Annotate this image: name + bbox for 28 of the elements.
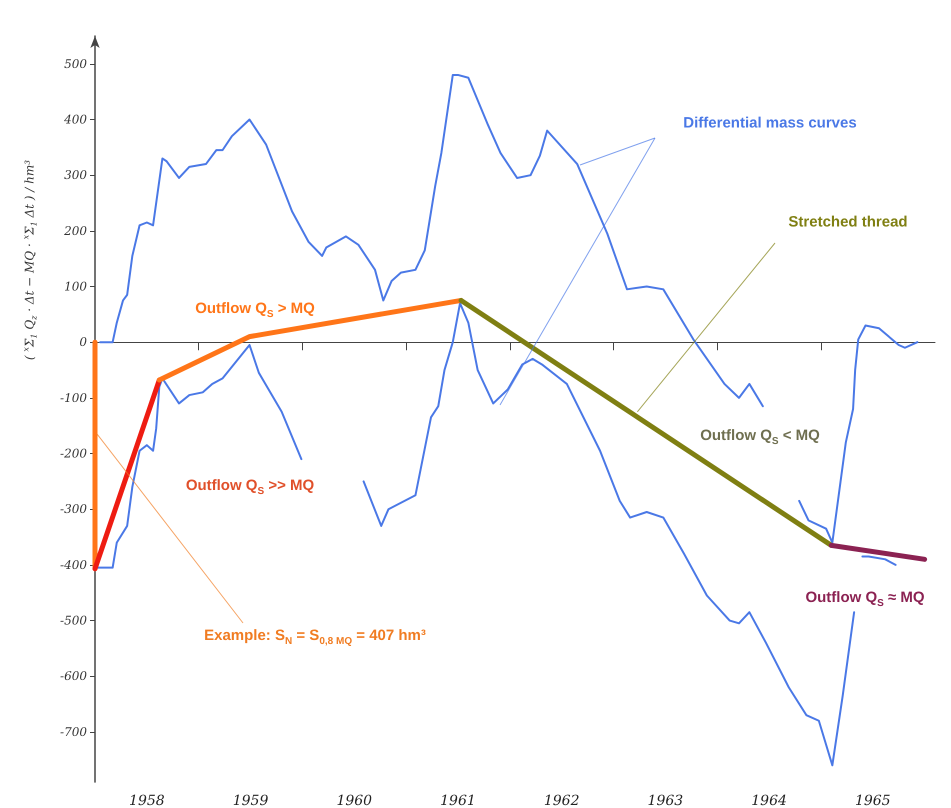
y-tick-label: -200	[60, 446, 88, 461]
y-tick-label: 500	[64, 56, 88, 71]
x-tick-label: 1960	[336, 793, 372, 808]
y-tick-label: 0	[79, 335, 88, 350]
annotation: Stretched thread	[788, 214, 908, 230]
annotation: Differential mass curves	[683, 114, 857, 132]
y-tick-label: -600	[60, 669, 88, 684]
x-tick-label: 1961	[440, 793, 476, 808]
y-tick-label: 300	[64, 168, 88, 182]
annotation: Outflow Q$_{S}$ > MQ	[195, 300, 315, 320]
x-tick-label: 1959	[232, 793, 268, 808]
annotation: Outflow Q$_{S}$ >> MQ	[186, 477, 314, 497]
y-tick-label: -300	[60, 502, 88, 516]
annotation: Outflow Q$_{S}$ < MQ	[700, 427, 820, 447]
annotation: Example: S$_{N}$ = S$_{0,8 MQ}$ = 407 hm³	[204, 627, 426, 647]
x-tick-label: 1963	[648, 793, 684, 808]
x-tick-label: 1958	[129, 793, 165, 808]
annotation: Outflow Q$_{S}$ ≈ MQ	[805, 589, 925, 609]
y-tick-label: -500	[60, 614, 88, 628]
y-tick-label: -700	[60, 724, 88, 739]
x-tick-label: 1964	[751, 793, 787, 808]
y-tick-label: -100	[60, 390, 88, 405]
x-tick-label: 1965	[854, 793, 891, 808]
y-tick-label: 100	[64, 280, 88, 294]
y-tick-label: -400	[60, 558, 88, 572]
y-tick-label: 400	[63, 112, 88, 127]
x-tick-label: 1962	[544, 793, 580, 808]
y-tick-label: 200	[63, 224, 88, 238]
